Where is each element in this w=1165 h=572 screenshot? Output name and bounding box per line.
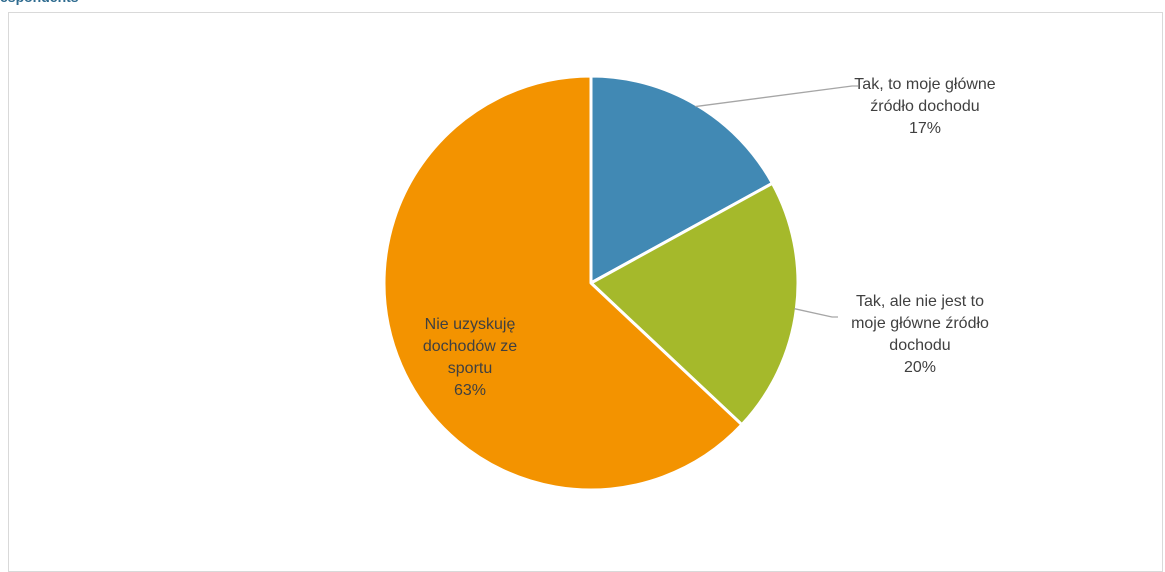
slice-label-line: moje główne źródło: [851, 315, 989, 332]
slice-label-line: Nie uzyskuję: [424, 316, 516, 333]
slice-label-no-income: Nie uzyskuję dochodów ze sportu 63%: [395, 314, 545, 402]
slice-value-label: 17%: [908, 120, 942, 137]
pie-slice-no-income: [382, 74, 744, 492]
slice-label-main-income: Tak, to moje główne źródło dochodu 17%: [820, 74, 1030, 140]
slice-label-line: Tak, to moje główne: [854, 76, 996, 93]
slice-value-label: 63%: [453, 382, 487, 399]
pie-slice-main-income: [589, 74, 774, 285]
slice-label-line: dochodów ze: [422, 338, 518, 355]
pie-chart: [382, 74, 858, 492]
slice-label-line: Tak, ale nie jest to: [855, 293, 985, 310]
slice-value-label: 20%: [903, 359, 937, 376]
slice-label-line: źródło dochodu: [870, 98, 980, 115]
slice-label-line: sportu: [447, 360, 493, 377]
leader-line-main-income: [695, 85, 858, 108]
slice-label-line: dochodu: [889, 337, 951, 354]
slice-label-side-income: Tak, ale nie jest to moje główne źródło …: [815, 291, 1025, 379]
leader-line-side-income: [794, 308, 838, 318]
chart-header-label: espondents: [0, 0, 79, 5]
